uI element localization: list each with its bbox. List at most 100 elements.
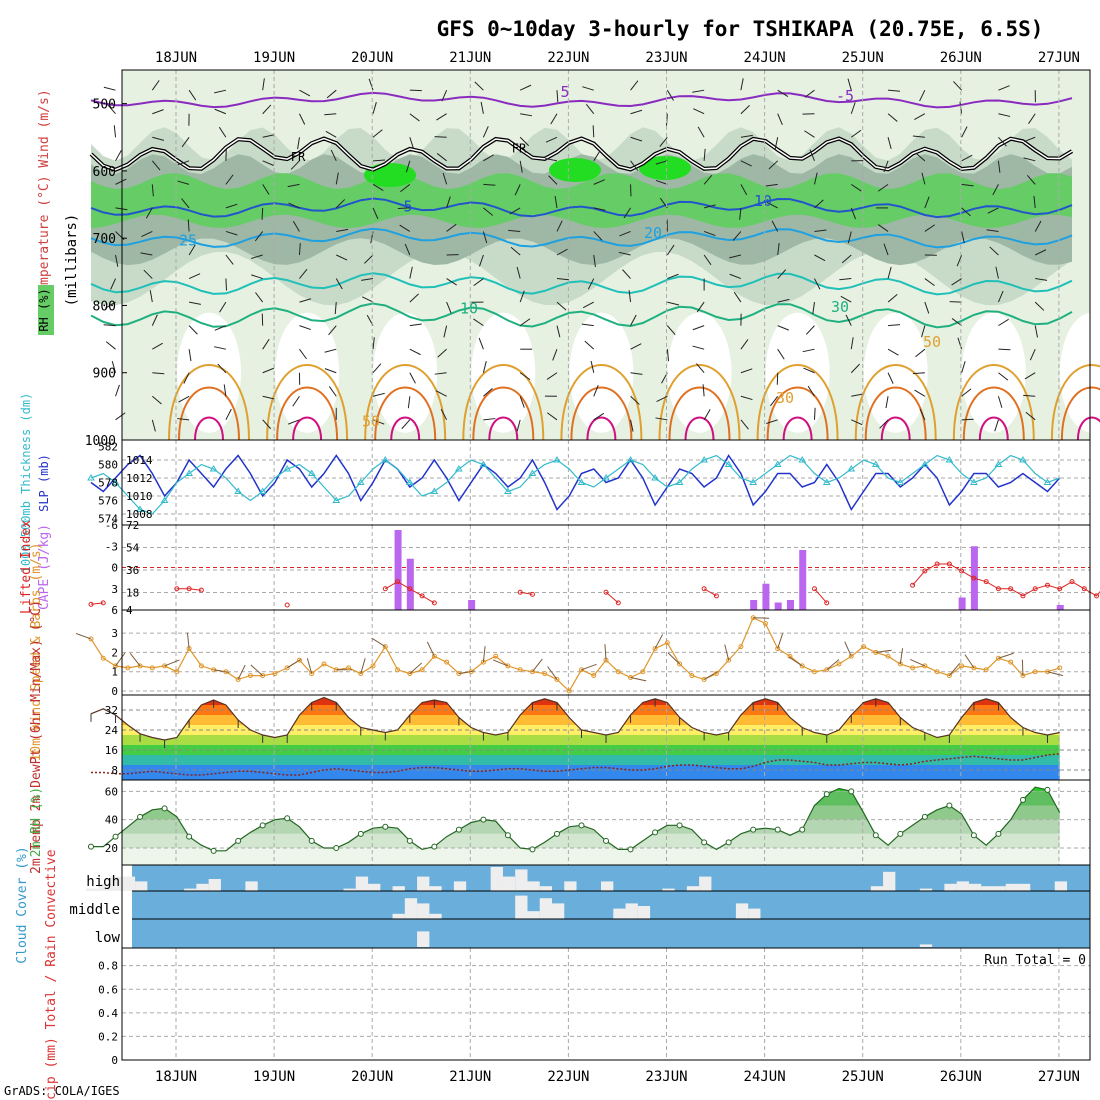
wind-barb [262,104,272,115]
wind-barb [593,384,599,397]
wind-speed-point [762,621,768,626]
cloud-bar [429,913,442,919]
thickness-point [553,456,561,463]
cloud-bar [686,886,700,891]
wind-barb [1029,348,1036,361]
wind-barb [847,231,852,244]
wind-barb [777,348,785,360]
wind-barb [510,246,521,256]
li-line [90,602,104,605]
wind-barb [995,266,999,279]
wind-speed-point [493,653,499,659]
warm-contour [658,364,741,441]
wind-speed-point [395,667,401,673]
wind-barb [877,183,889,192]
wind-speed-point [529,669,535,675]
wind-barb [326,89,337,99]
wind-barb [550,113,558,125]
wind-barb [335,172,339,185]
wind-barb [177,180,190,185]
thickness-point [896,478,905,485]
y-tick-label: 16 [105,744,118,757]
thickness-point [773,460,782,467]
wind-speed-point [799,663,805,669]
wind-speed-point [787,653,793,659]
li-line [520,591,533,595]
wind-barb [188,349,192,362]
bottom-date-axis: 18JUN 19JUN 20JUN 21JUN 22JUN 23JUN 24JUN 25JUN… [155,1069,1080,1085]
wind-barb [297,137,300,150]
wind-barb [371,637,386,648]
thickness-point [332,496,341,503]
wind-barb [914,389,926,397]
cloud-bar [539,886,553,891]
wind-barb [593,254,596,267]
wind-barb [306,658,313,674]
wind-barb [409,293,419,303]
wind-barb [441,89,448,102]
date-tick-label: 19JUN [253,50,295,66]
thickness-point [504,487,512,494]
wind-barb [183,372,190,384]
wind-barb [703,204,716,209]
wind-barb [364,254,374,264]
wind-speed-point [934,669,940,675]
wind-barb [483,154,494,162]
thickness-point [700,456,709,463]
wind-barb [740,395,753,401]
wind-barb [178,395,190,403]
date-tick-label: 24JUN [744,1069,786,1085]
cloud-cover-panel: high middle low Cloud Cover (%) [15,846,1091,964]
wind-barb [839,278,852,281]
wind-barb [875,649,892,653]
wind-barb [805,325,815,335]
rh-point [701,839,708,846]
wind-barb [140,252,153,256]
wind-barb [299,325,311,331]
rh-point [382,823,389,830]
wind-speed-point [272,671,278,677]
thickness-point [356,478,365,485]
li-point [983,579,989,585]
wind-barb [556,301,567,311]
wind-speed-point [382,644,388,650]
cloud-bar [429,886,442,891]
wind-barb [299,113,306,125]
wind-barb [592,125,595,138]
thickness-point [430,487,439,494]
wind-barb [115,254,119,267]
wind-barb [1047,671,1064,677]
warm-contour [668,386,731,441]
wind-barb [581,323,594,327]
cloud-bar [208,879,221,891]
cloud-bar [368,883,381,891]
wind-barb [998,113,1011,117]
thickness-point [1043,478,1052,485]
date-tick-label: 21JUN [449,50,491,66]
warm-contour [978,416,1009,441]
thickness-point [405,478,414,485]
rh-point [553,830,560,837]
wind-barb [299,298,312,303]
wind-barb [887,372,894,384]
wind-barb [951,278,962,286]
thickness-point [970,478,978,485]
wind-barb [697,126,705,138]
wind-barb [254,231,264,242]
wind-barb [299,268,308,279]
isotherm-line [90,302,1073,329]
wind-barb [766,202,778,209]
wind-barb [593,231,603,241]
thickness-point [675,478,684,485]
wind-barb [164,659,180,667]
wind-speed-point [468,669,474,675]
y-tick-label: 2 [111,646,118,659]
wind-barb [151,160,161,171]
wind-barb [914,113,926,120]
wind-barb [618,251,631,256]
y-tick-label: 900 [93,367,116,382]
cape-bar [958,597,966,610]
li-point [431,600,437,606]
li-line [703,588,717,597]
wind-barb [372,183,384,191]
